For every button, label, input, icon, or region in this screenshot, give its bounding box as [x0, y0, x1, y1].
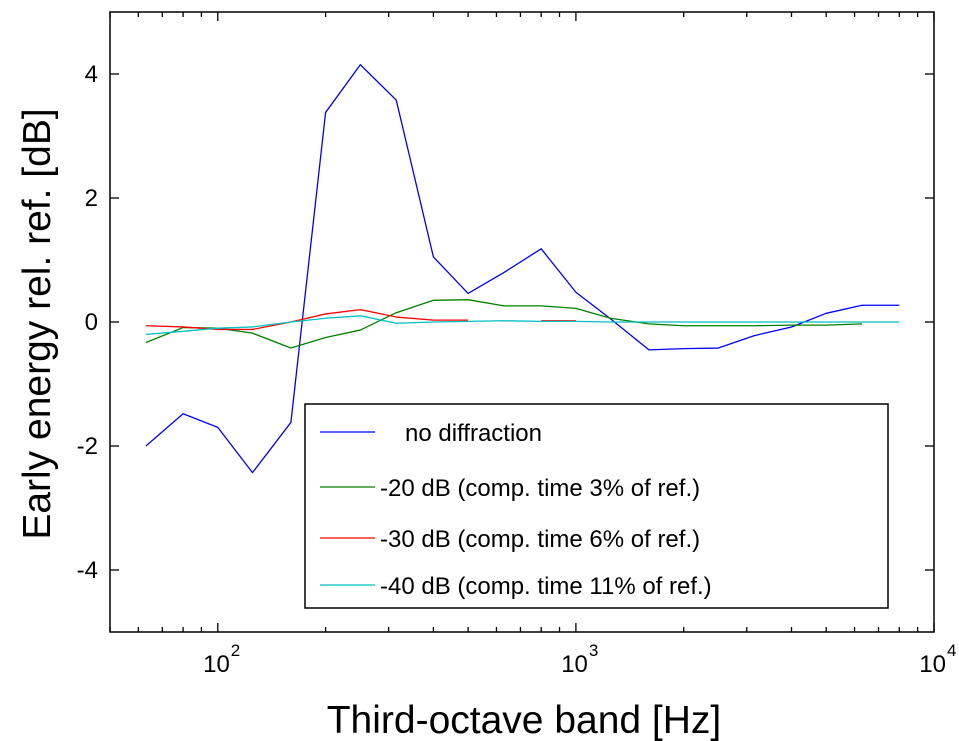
x-tick-exponent: 2 [231, 641, 240, 660]
legend-label-2: -20 dB (comp. time 3% of ref.) [380, 475, 700, 502]
y-axis-label: Early energy rel. ref. [dB] [16, 108, 59, 539]
x-tick-exponent: 4 [947, 641, 956, 660]
legend-box [304, 403, 889, 609]
series-line-2 [145, 299, 863, 349]
legend: no diffraction -20 dB (comp. time 3% of r… [304, 403, 889, 609]
legend-label-1: no diffraction [405, 420, 542, 447]
x-axis-label: Third-octave band [Hz] [327, 699, 722, 741]
y-tick-label: 2 [85, 185, 98, 212]
legend-label-4: -40 dB (comp. time 11% of ref.) [380, 573, 712, 600]
x-tick-exponent: 3 [589, 641, 598, 660]
series-layer [145, 64, 900, 474]
y-axis-ticks: -4 -2 0 2 4 [77, 61, 934, 584]
x-tick-label: 10 [203, 651, 230, 678]
y-tick-label: 4 [85, 61, 98, 88]
y-tick-label: -2 [77, 433, 98, 460]
legend-label-3: -30 dB (comp. time 6% of ref.) [380, 526, 700, 553]
x-tick-label: 10 [561, 651, 588, 678]
y-tick-label: -4 [77, 557, 98, 584]
x-tick-label: 10 [919, 651, 946, 678]
y-tick-label: 0 [85, 309, 98, 336]
series-line-4 [145, 315, 900, 336]
series-line-1 [145, 64, 900, 474]
